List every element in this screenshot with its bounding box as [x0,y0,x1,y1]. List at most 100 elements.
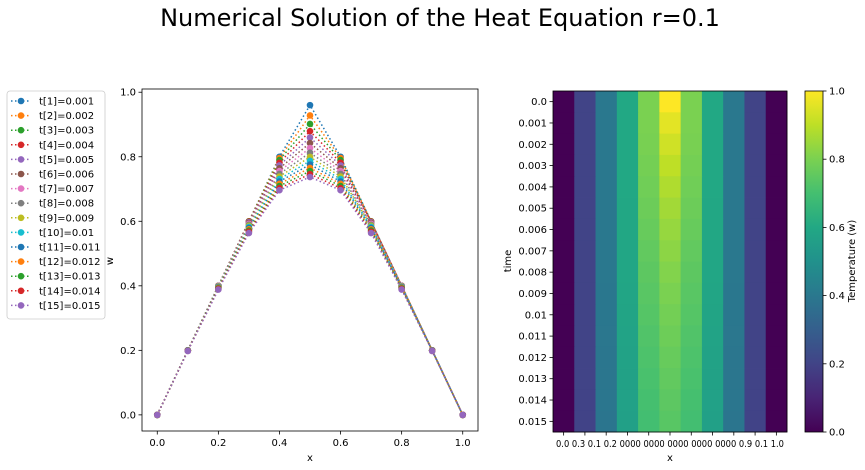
heatmap-cell [744,304,767,326]
x-tick-label: 0.0 [149,438,165,449]
heatmap-cell [723,154,745,177]
heatmap-cell [659,304,682,326]
heatmap-cell [616,218,639,241]
heatmap-cell [701,133,724,156]
legend-label: t[10]=0.01 [39,228,94,239]
heatmap-cell [701,410,724,433]
series-5-point [306,134,314,141]
legend-marker [17,302,25,309]
heatmap-cell [553,133,575,156]
heatmap-cell [616,240,639,262]
legend-marker [17,170,25,178]
heatmap-cell [553,304,575,326]
heatmap-cell [680,218,703,241]
legend-marker [17,156,25,163]
x-tick-label: 0.6 [333,438,349,449]
legend-marker [17,243,25,251]
heatmap-cell [744,91,767,113]
legend-label: t[14]=0.014 [39,286,100,297]
y-tick-label: 0.4 [120,281,136,292]
heatmap-cell [574,261,596,284]
series-line-11 [156,163,464,416]
heatmap-cell [765,218,788,241]
series-7-point [306,144,314,152]
heatmap-cell [744,261,767,284]
heatmap-cell [553,240,575,262]
heatmap-cell [574,197,596,220]
legend-label: t[2]=0.002 [39,111,94,122]
heatmap-y-tick-label: 0.001 [518,118,547,129]
series-line-9 [156,156,464,416]
heatmap-y-tick-label: 0.012 [518,353,547,364]
heatmap-cell [744,389,767,412]
legend-marker [17,185,25,192]
series-15-point [337,186,344,194]
heatmap-cell [616,176,639,198]
heatmap-cell [574,368,596,390]
heatmap-cell [765,282,788,305]
heatmap-y-tick-label: 0.005 [518,204,547,215]
heatmap-cell [744,112,767,135]
heatmap-cell [638,282,660,305]
heatmap-y-tick-label: 0.008 [518,268,547,279]
heatmap-cell [638,389,660,412]
heatmap-cell [595,240,618,262]
heatmap-cell [680,154,703,177]
heatmap-cell [553,112,575,135]
heatmap-cell [701,304,724,326]
y-tick-label: 0.2 [120,346,136,357]
figure-title: Numerical Solution of the Heat Equation … [160,4,720,32]
heatmap-cell [765,176,788,198]
heatmap-cell [744,154,767,177]
heatmap-y-tick-label: 0.015 [518,417,547,428]
legend-label: t[5]=0.005 [39,155,94,166]
heatmap-cell [638,304,660,326]
heatmap-cell [765,368,788,390]
heatmap-cell [680,240,703,262]
heatmap-x-tick-labels: 0.0 0.3 0.1 0.2 0000 0000 0000 0000 0000… [556,439,784,450]
series-1-point [306,101,314,109]
heatmap-cell [723,410,745,433]
heatmap-cell [553,197,575,220]
series-15-point [459,411,467,419]
heatmap-cell [744,240,767,262]
heatmap-cell [723,325,745,348]
line-y-axis-label: w [105,257,116,265]
series-line-13 [156,170,464,416]
heatmap-cell [744,133,767,156]
heatmap-x-axis-label: x [667,453,673,464]
heatmap-cell [680,389,703,412]
heatmap-cell [659,91,682,113]
heatmap-cell [744,197,767,220]
heatmap-cell [553,261,575,284]
line-x-axis-label: x [307,453,313,464]
series-line-8 [156,151,464,416]
y-tick-label: 1.0 [120,88,136,99]
line-y-ticks: 0.0 0.2 0.4 0.6 0.8 1.0 [120,88,142,421]
heatmap-cell [659,240,682,262]
heatmap-cell [574,91,596,113]
legend-label: t[12]=0.012 [39,257,100,268]
heatmap-y-tick-label: 0.013 [518,374,547,385]
heatmap-cell [680,197,703,220]
x-tick-label: 1.0 [455,438,471,449]
heatmap-cell [765,240,788,262]
heatmap-cell [765,389,788,412]
series-4-point [306,127,314,135]
heatmap-cell [638,154,660,177]
heatmap-cell [574,133,596,156]
heatmap-cell [574,346,596,369]
heatmap-cell [553,389,575,412]
heatmap-cell [765,304,788,326]
heatmap-y-tick-label: 0.0 [531,97,547,108]
heatmap-cell [765,112,788,135]
colorbar-label: Temperature (w) [847,220,858,304]
heatmap-cell [744,176,767,198]
heatmap-cell [723,91,745,113]
series-2-point [306,112,314,119]
heatmap-cell [701,325,724,348]
heatmap-cell [765,197,788,220]
heatmap-cell [701,197,724,220]
legend-marker [17,229,25,236]
